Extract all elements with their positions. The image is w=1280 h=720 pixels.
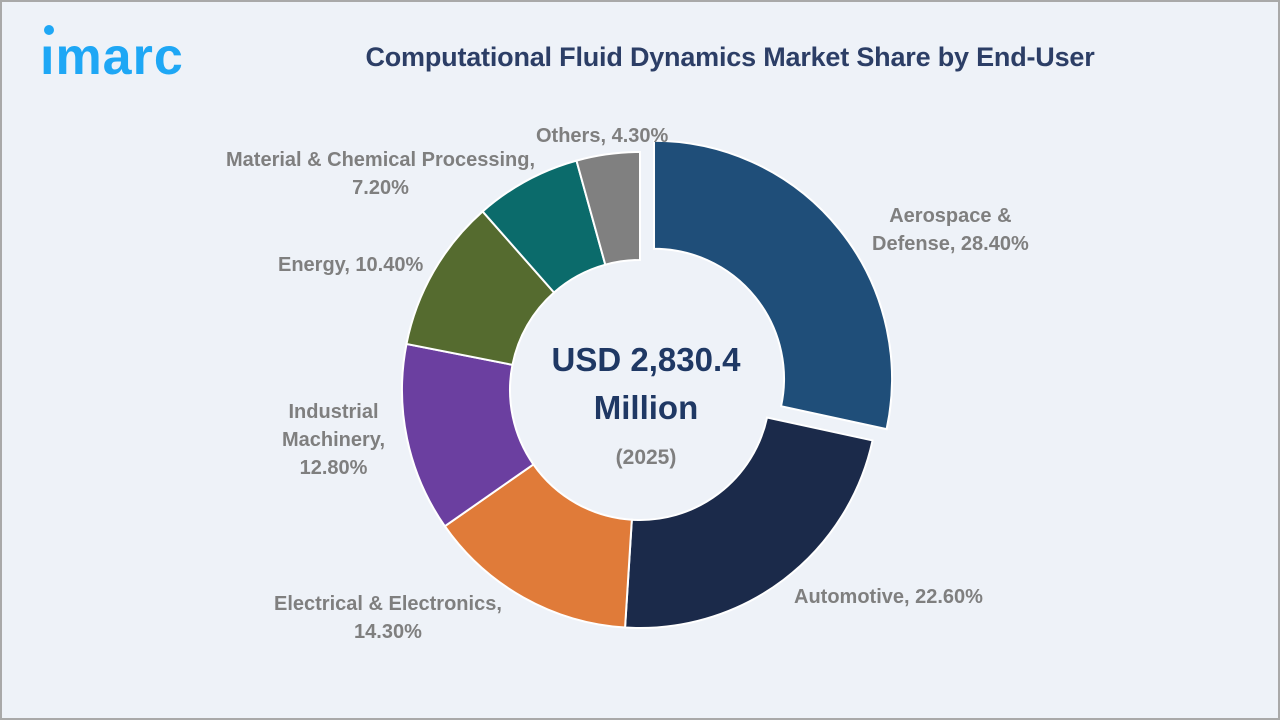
label-line: Electrical & Electronics,: [274, 593, 502, 615]
center-year: (2025): [615, 446, 677, 469]
label-energy: Energy, 10.40%: [278, 251, 423, 279]
label-aerospace-defense: Aerospace & Defense, 28.40%: [872, 202, 1029, 258]
donut-slice-automotive: [623, 416, 874, 629]
label-line: 7.20%: [352, 177, 409, 199]
center-value-line2: Million: [593, 389, 699, 426]
label-line: Machinery,: [282, 429, 385, 451]
label-line: Others, 4.30%: [536, 125, 669, 147]
label-industrial-machinery: Industrial Machinery, 12.80%: [282, 398, 385, 482]
label-material-chemical: Material & Chemical Processing, 7.20%: [226, 146, 535, 202]
label-line: Industrial: [288, 401, 379, 423]
imarc-logo: ımarc: [40, 25, 184, 80]
donut-slice-others: [575, 150, 641, 266]
chart-title: Computational Fluid Dynamics Market Shar…: [365, 42, 1095, 72]
label-automotive: Automotive, 22.60%: [794, 583, 983, 611]
center-value-line1: USD 2,830.4: [551, 341, 741, 378]
label-line: 12.80%: [299, 457, 368, 479]
label-line: 14.30%: [354, 621, 422, 643]
donut-slice-aerospace-defense: [653, 139, 894, 431]
label-line: Material & Chemical Processing,: [226, 149, 536, 171]
label-line: Aerospace &: [889, 205, 1012, 227]
center-total-value: USD 2,830.4 Million: [510, 336, 782, 432]
svg-text:ımarc: ımarc: [40, 28, 184, 80]
label-line: Energy, 10.40%: [278, 254, 424, 276]
label-line: Defense, 28.40%: [872, 233, 1029, 255]
label-line: Automotive, 22.60%: [794, 586, 983, 608]
label-electrical-electronics: Electrical & Electronics, 14.30%: [274, 590, 502, 646]
label-others: Others, 4.30%: [536, 122, 668, 150]
